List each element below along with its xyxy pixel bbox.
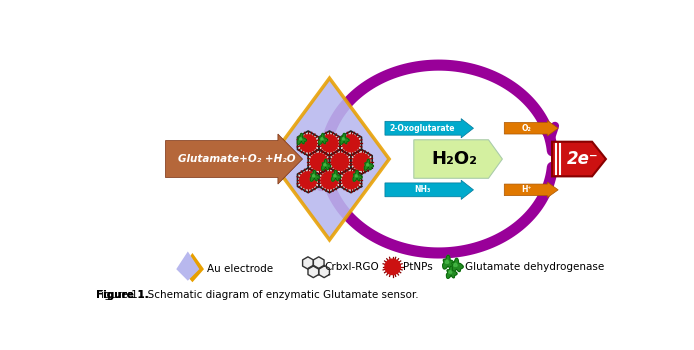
Text: Crbxl-RGO: Crbxl-RGO (325, 262, 380, 272)
FancyArrow shape (385, 119, 473, 138)
Polygon shape (303, 257, 313, 269)
Circle shape (342, 172, 359, 189)
Polygon shape (308, 265, 319, 278)
Polygon shape (299, 138, 302, 140)
Polygon shape (340, 168, 362, 193)
Polygon shape (176, 251, 199, 281)
Polygon shape (312, 174, 315, 177)
Text: 2e⁻: 2e⁻ (567, 150, 599, 168)
Polygon shape (330, 149, 351, 174)
Polygon shape (355, 174, 357, 177)
Polygon shape (321, 159, 331, 170)
Text: H₂O₂: H₂O₂ (431, 150, 477, 168)
Polygon shape (321, 138, 323, 140)
Polygon shape (454, 263, 457, 266)
Polygon shape (443, 255, 455, 269)
Text: 2-Oxoglutarate: 2-Oxoglutarate (389, 124, 455, 133)
Polygon shape (351, 149, 372, 174)
Text: Au electrode: Au electrode (207, 264, 273, 274)
Text: NH₃: NH₃ (414, 186, 430, 194)
Circle shape (300, 135, 316, 152)
Circle shape (321, 135, 338, 152)
Text: Figure 1.  Schematic diagram of enzymatic Glutamate sensor.: Figure 1. Schematic diagram of enzymatic… (96, 290, 418, 300)
Polygon shape (342, 138, 344, 140)
Polygon shape (181, 253, 204, 282)
Polygon shape (310, 170, 319, 181)
Circle shape (342, 135, 359, 152)
Polygon shape (451, 258, 463, 272)
Polygon shape (298, 131, 319, 156)
Polygon shape (314, 257, 324, 269)
Polygon shape (353, 170, 362, 181)
Polygon shape (323, 163, 326, 166)
Circle shape (353, 153, 370, 170)
Polygon shape (552, 142, 606, 176)
Circle shape (300, 172, 316, 189)
Polygon shape (446, 266, 457, 278)
FancyArrow shape (385, 180, 473, 199)
Text: H⁺: H⁺ (522, 186, 532, 194)
Text: Glutamate dehydrogenase: Glutamate dehydrogenase (465, 262, 604, 272)
Circle shape (332, 153, 348, 170)
Text: O₂: O₂ (522, 124, 532, 133)
Polygon shape (308, 149, 330, 174)
Text: Figure 1.: Figure 1. (96, 290, 149, 300)
Circle shape (310, 153, 328, 170)
Polygon shape (446, 260, 449, 263)
Polygon shape (298, 168, 319, 193)
Polygon shape (319, 133, 328, 144)
Text: PtNPs: PtNPs (403, 262, 433, 272)
Circle shape (321, 172, 338, 189)
FancyArrow shape (505, 120, 558, 136)
Polygon shape (340, 133, 349, 144)
Polygon shape (298, 133, 307, 144)
Circle shape (385, 259, 400, 274)
FancyArrow shape (505, 182, 558, 197)
Polygon shape (270, 78, 389, 240)
Polygon shape (334, 174, 336, 177)
Polygon shape (414, 140, 502, 178)
Polygon shape (340, 131, 362, 156)
Polygon shape (364, 159, 373, 170)
Text: Figure 1.: Figure 1. (96, 290, 149, 300)
FancyArrow shape (165, 134, 303, 184)
Polygon shape (366, 163, 369, 166)
Polygon shape (332, 170, 341, 181)
Text: Glutamate+O₂ +H₂O: Glutamate+O₂ +H₂O (178, 154, 295, 164)
Polygon shape (319, 131, 340, 156)
Polygon shape (449, 271, 452, 273)
Polygon shape (319, 265, 330, 278)
Polygon shape (319, 168, 340, 193)
